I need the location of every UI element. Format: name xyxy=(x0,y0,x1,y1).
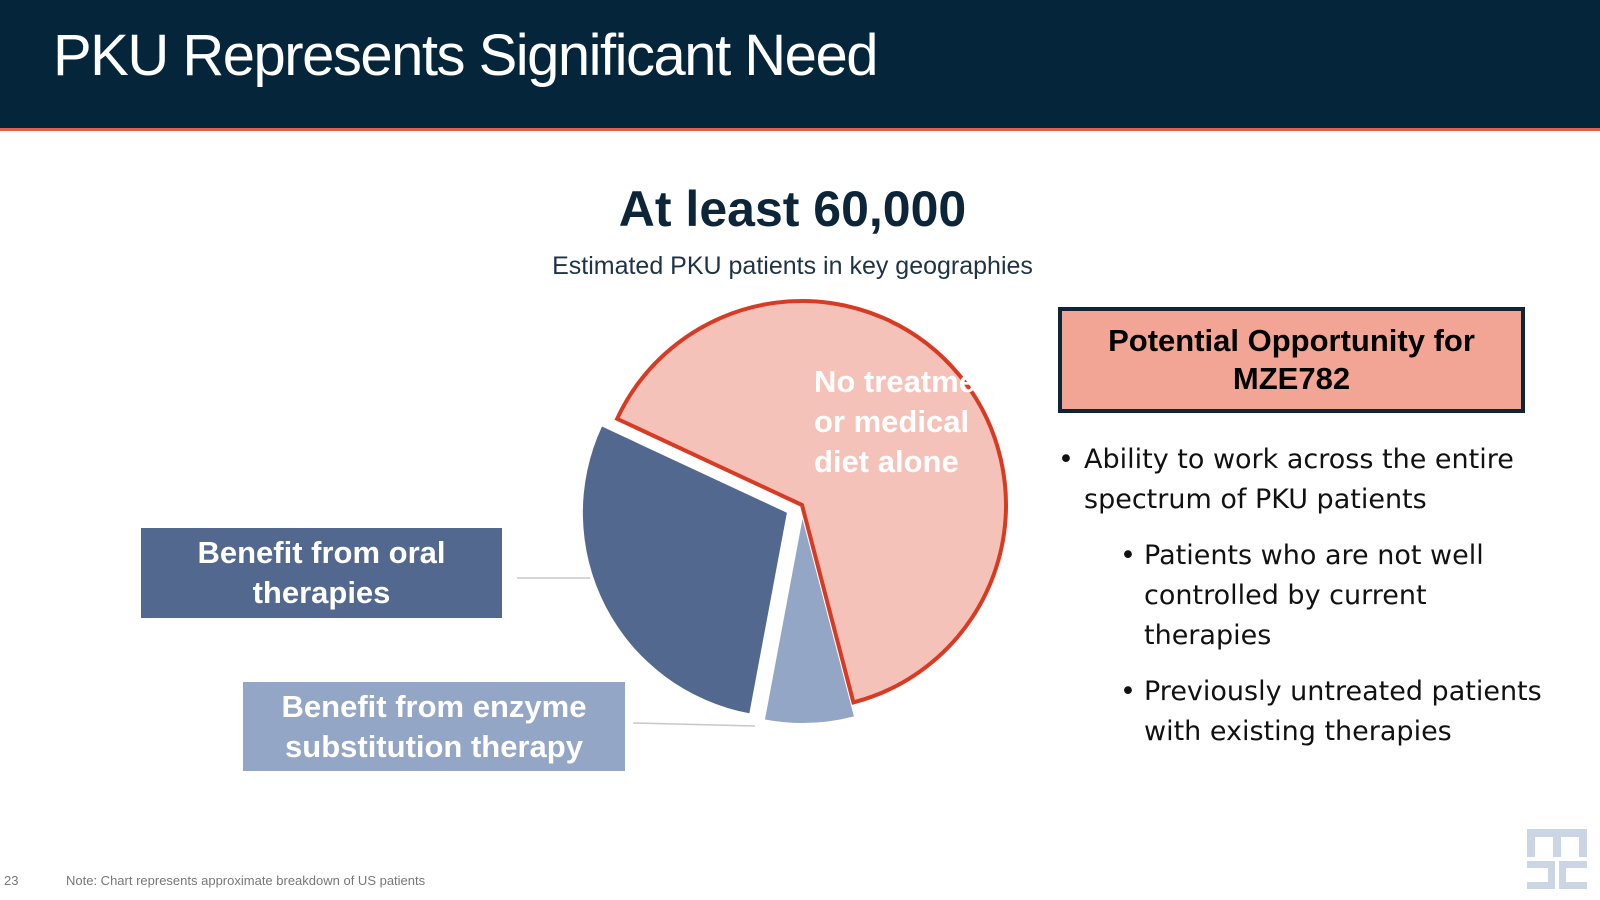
enzyme-therapy-callout: Benefit from enzyme substitution therapy xyxy=(243,682,625,771)
bullet-dot-icon: • xyxy=(1120,540,1136,571)
headline-stat: At least 60,000 xyxy=(618,181,967,237)
pie-slice-no-treatment xyxy=(614,299,1008,705)
sub-bullet-item: • Previously untreated patients with exi… xyxy=(1058,672,1558,752)
headline-caption: Estimated PKU patients in key geographie… xyxy=(552,252,1033,280)
pie-slice-oral xyxy=(582,426,787,714)
header-bar: PKU Represents Significant Need xyxy=(0,0,1600,131)
opportunity-box: Potential Opportunity for MZE782 xyxy=(1058,307,1525,413)
page-title: PKU Represents Significant Need xyxy=(53,23,878,88)
pie-slice-enzyme xyxy=(764,518,854,723)
maze-logo-icon xyxy=(1527,829,1587,889)
bullet-dot-icon: • xyxy=(1120,676,1136,707)
sub-bullet-item: • Patients who are not well controlled b… xyxy=(1058,536,1558,656)
oral-therapies-callout: Benefit from oral therapies xyxy=(141,528,502,618)
bullet-item: • Ability to work across the entire spec… xyxy=(1058,440,1558,520)
page-number: 23 xyxy=(4,873,19,888)
footer-note: Note: Chart represents approximate break… xyxy=(66,873,426,888)
opportunity-bullets: • Ability to work across the entire spec… xyxy=(1058,440,1558,752)
no-treatment-slice-label: No treatment or medical diet alone xyxy=(814,364,1006,479)
enzyme-leader-line xyxy=(632,722,756,727)
bullet-dot-icon: • xyxy=(1058,444,1074,475)
